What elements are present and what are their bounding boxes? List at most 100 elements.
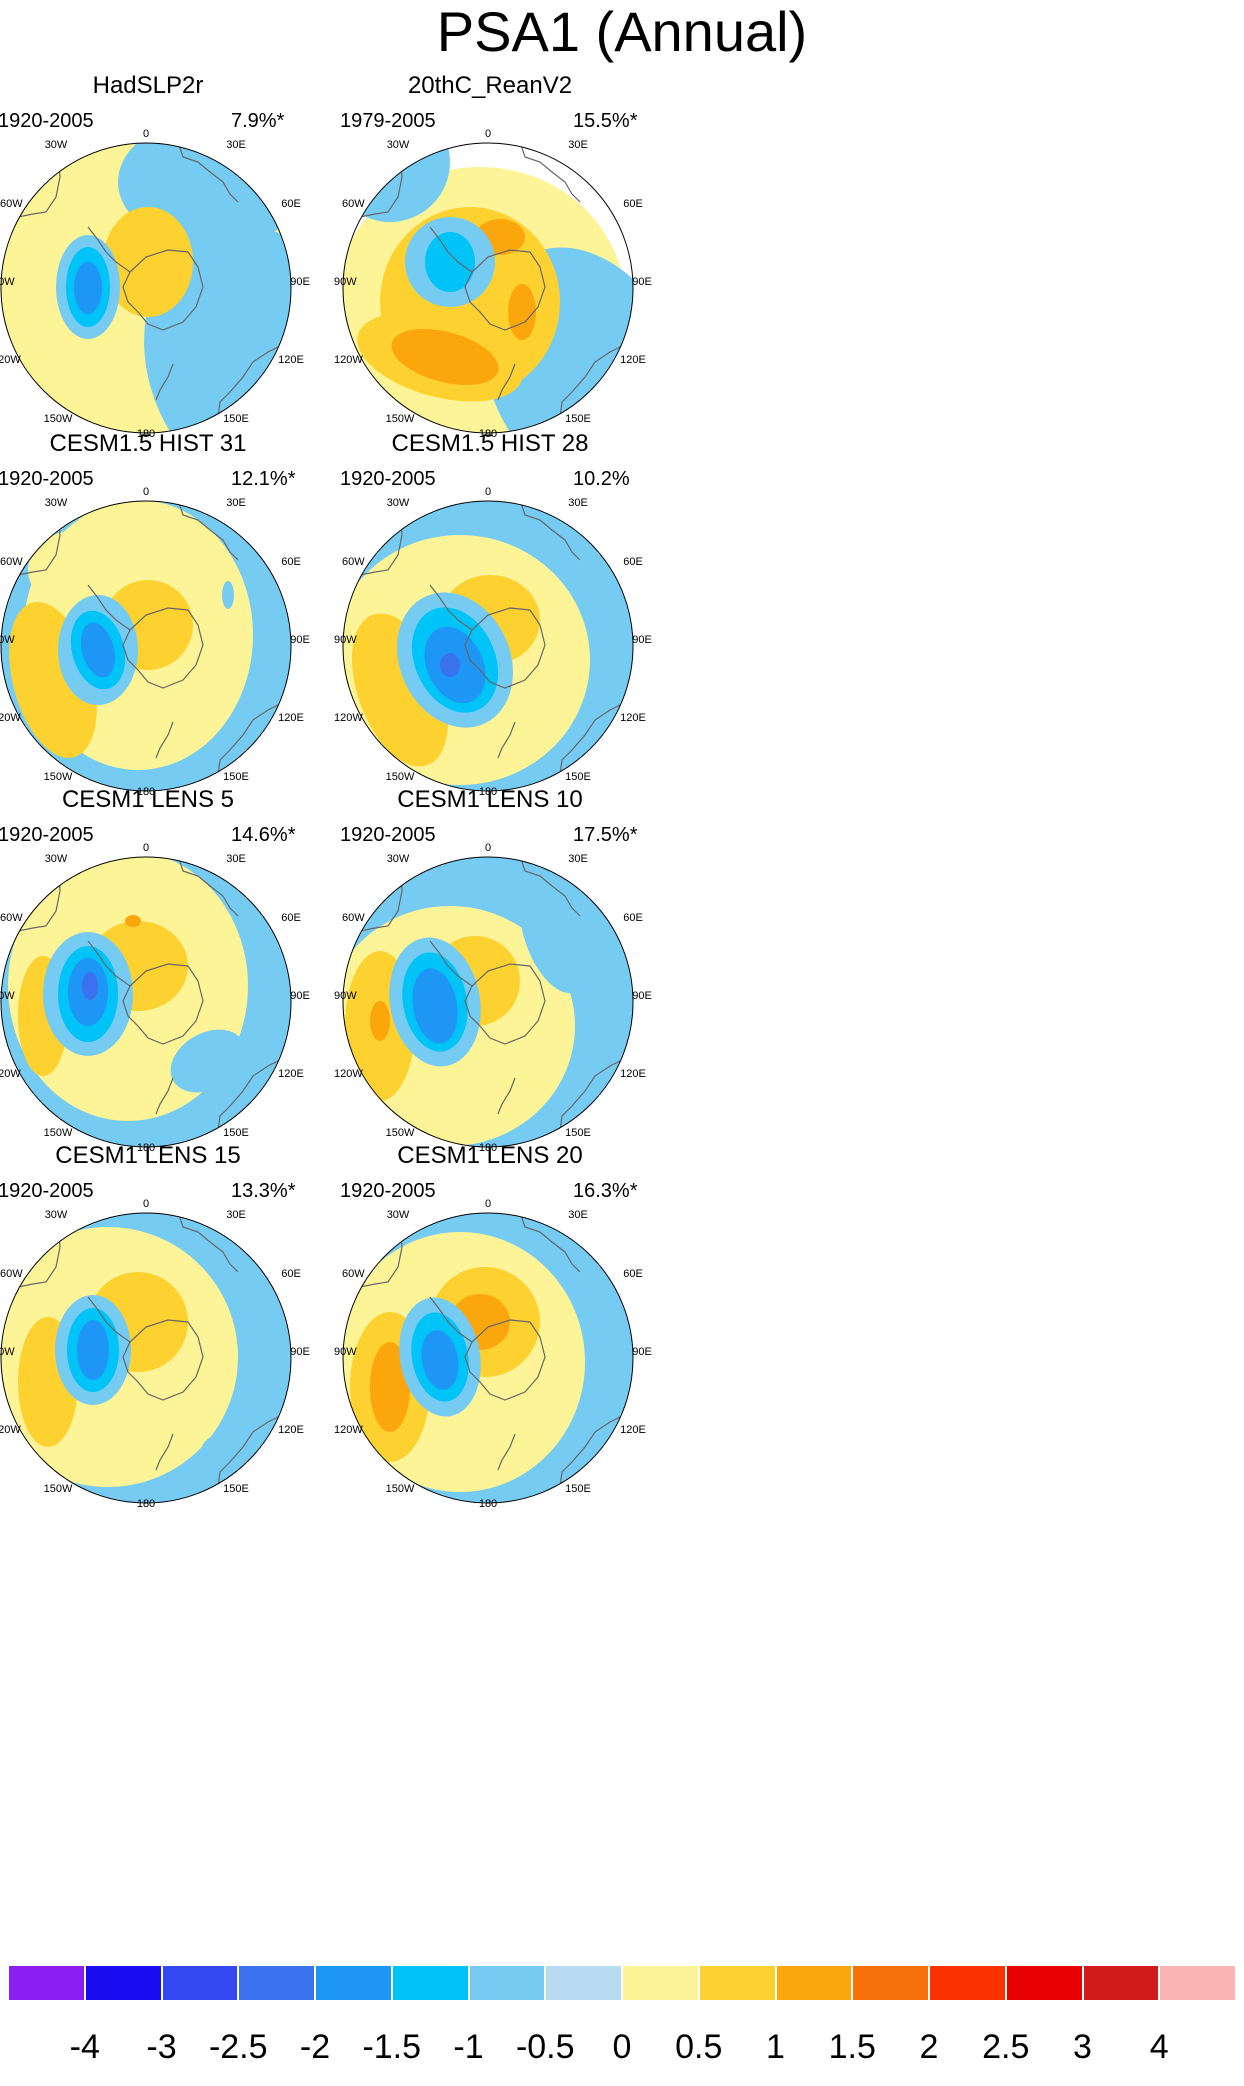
longitude-label: 30W: [386, 497, 410, 509]
longitude-label: 120W: [334, 1424, 363, 1436]
panel-period: 1920-2005: [0, 110, 94, 132]
panel-variance-percent: 14.6%*: [231, 824, 296, 846]
colorbar-tick-label: 2.5: [982, 2028, 1030, 2066]
map-panel: CESM1 LENS 20 1920-2005 16.3%* 0 30W 30E 60W 60…: [334, 1142, 810, 1612]
longitude-label: 150E: [565, 1127, 591, 1139]
longitude-label: 90E: [632, 990, 652, 1002]
longitude-label: 180: [478, 428, 498, 440]
longitude-label: 120W: [0, 354, 21, 366]
antarctica-coastline: [464, 1319, 546, 1401]
longitude-label: 120E: [278, 1424, 304, 1436]
longitude-label: 90E: [290, 276, 310, 288]
longitude-label: 90W: [0, 634, 15, 646]
contour-region: [425, 232, 475, 292]
longitude-label: 30E: [568, 139, 588, 151]
longitude-label: 120E: [620, 1068, 646, 1080]
africa-coastline: [177, 143, 239, 203]
map-boundary: [0, 500, 292, 792]
panel-period: 1979-2005: [340, 110, 436, 132]
contour-region: [82, 972, 98, 1000]
peninsula-coastline: [429, 584, 473, 631]
longitude-label: 30E: [226, 497, 246, 509]
longitude-label: 120W: [334, 712, 363, 724]
map-boundary: [342, 1212, 634, 1504]
map-panel: CESM1 LENS 15 1920-2005 13.3%* 0 30W 30E 60W 60…: [0, 1142, 468, 1612]
panel-variance-percent: 13.3%*: [231, 1180, 296, 1202]
contour-region: [77, 1320, 109, 1380]
longitude-label: 60E: [623, 198, 643, 210]
contour-region: [370, 1001, 390, 1041]
longitude-label: 60E: [281, 556, 301, 568]
colorbar-swatch: [468, 1965, 546, 2001]
antarctica-coastline: [122, 249, 204, 331]
map-panel: CESM1 LENS 5 1920-2005 14.6%* 0 30W 30E 60W 60E…: [0, 786, 468, 1256]
longitude-label: 60W: [342, 556, 365, 568]
colorbar-tick-label: -0.5: [515, 2028, 575, 2066]
colorbar-swatch: [315, 1965, 392, 2001]
africa-coastline: [519, 143, 581, 203]
longitude-label: 120W: [0, 712, 21, 724]
africa-coastline: [519, 1213, 581, 1273]
longitude-label: 150W: [43, 413, 73, 425]
longitude-label: 30W: [386, 853, 410, 865]
antarctica-coastline: [464, 249, 546, 331]
colorbar-tick-label: 4: [1149, 2028, 1169, 2066]
longitude-label: 150E: [223, 413, 249, 425]
panel-title: CESM1 LENS 20: [397, 1142, 583, 1169]
map-boundary: [0, 1212, 292, 1504]
colorbar-swatch: [545, 1965, 622, 2001]
map-boundary: [342, 500, 634, 792]
longitude-label: 60W: [342, 198, 365, 210]
colorbar-tick-label: -3: [146, 2028, 177, 2066]
africa-coastline: [177, 1213, 239, 1273]
australia-coastline: [217, 1055, 289, 1132]
longitude-label: 60W: [0, 912, 23, 924]
longitude-label: 30E: [226, 853, 246, 865]
polar-stereographic-map: [0, 856, 292, 1148]
panel-period: 1920-2005: [340, 1180, 436, 1202]
contour-region: [440, 653, 460, 677]
contour-region: [520, 878, 590, 994]
panel-title: CESM1.5 HIST 28: [391, 430, 589, 457]
longitude-label: 150E: [565, 1483, 591, 1495]
contour-region: [412, 968, 458, 1044]
longitude-label: 90E: [632, 634, 652, 646]
australia-coastline: [559, 1411, 631, 1488]
colorbar-swatch: [775, 1965, 853, 2001]
colorbar-tick-label: 1: [766, 2028, 785, 2066]
longitude-label: 60E: [623, 556, 643, 568]
peninsula-coastline: [87, 584, 131, 631]
longitude-label: 60W: [0, 556, 23, 568]
longitude-label: 180: [136, 1142, 156, 1154]
colorbar-tick-label: -2: [299, 2028, 331, 2066]
polar-stereographic-map: [342, 142, 634, 434]
contour-region: [507, 531, 543, 549]
longitude-label: 120W: [334, 1068, 363, 1080]
panel-variance-percent: 15.5%*: [573, 110, 638, 132]
panel-title: CESM1 LENS 15: [55, 1142, 241, 1169]
peninsula-coastline: [429, 226, 473, 273]
colorbar-tick-label: -1: [453, 2028, 484, 2066]
longitude-label: 60W: [0, 1268, 23, 1280]
map-boundary: [342, 856, 634, 1148]
panel-title: CESM1.5 HIST 31: [49, 430, 247, 457]
longitude-label: 150W: [43, 1127, 73, 1139]
longitude-label: 90W: [334, 990, 357, 1002]
map-boundary: [342, 142, 634, 434]
contour-region: [370, 1342, 410, 1432]
longitude-label: 120E: [278, 712, 304, 724]
panel-title: 20thC_ReanV2: [407, 72, 573, 99]
longitude-label: 90W: [0, 1346, 15, 1358]
longitude-label: 30W: [44, 139, 68, 151]
longitude-label: 180: [136, 428, 156, 440]
colorbar-swatch: [84, 1965, 162, 2001]
new-zealand-coastline: [155, 721, 174, 759]
longitude-label: 150W: [385, 771, 415, 783]
panel-period: 1920-2005: [0, 1180, 94, 1202]
longitude-label: 30E: [226, 1209, 246, 1221]
polar-stereographic-map: [342, 500, 634, 792]
colorbar-swatch: [1005, 1965, 1083, 2001]
contour-region: [201, 1434, 245, 1470]
map-panel: CESM1.5 HIST 28 1920-2005 10.2% 0 30W 30E 60W 6…: [334, 430, 810, 900]
longitude-label: 60W: [342, 1268, 365, 1280]
